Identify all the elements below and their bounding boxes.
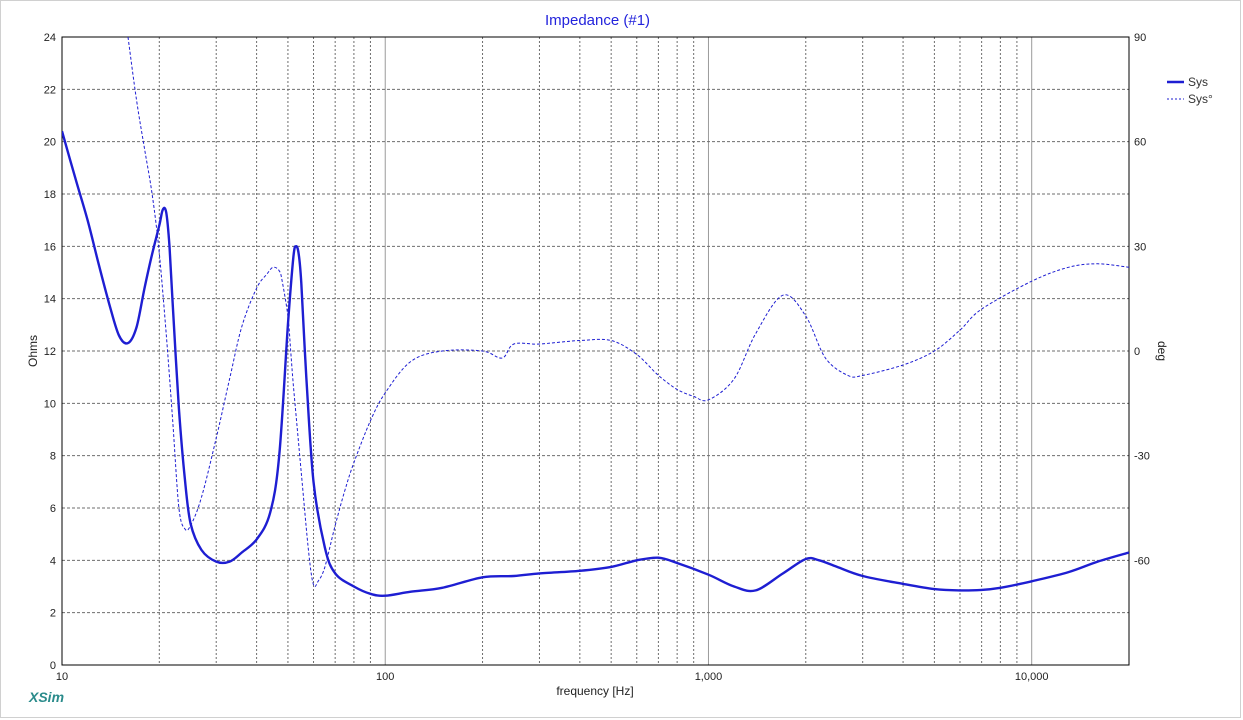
legend-swatch-solid	[1167, 80, 1184, 83]
y-tick-label: 18	[44, 189, 56, 201]
legend-item-sys: Sys	[1167, 73, 1213, 90]
y2-axis-label: deg	[1155, 341, 1169, 361]
legend-swatch-dashed	[1167, 98, 1184, 99]
y2-tick-label: 60	[1134, 137, 1146, 149]
xsim-logo: XSim	[29, 689, 65, 705]
chart-title: Impedance (#1)	[544, 12, 651, 29]
legend: Sys Sys°	[1167, 73, 1213, 107]
x-tick-label: 100	[376, 671, 394, 683]
y-tick-label: 0	[50, 660, 56, 672]
grid	[62, 37, 1129, 665]
plot-area-border	[61, 36, 1130, 666]
series-line-phase	[127, 37, 1129, 588]
x-tick-label: 10	[56, 671, 68, 683]
y-axis-label: Ohms	[26, 335, 40, 367]
series-line-impedance	[62, 130, 1129, 597]
y-tick-label: 6	[50, 503, 56, 515]
y-tick-label: 8	[50, 451, 56, 463]
y-tick-label: 12	[44, 346, 56, 358]
y-tick-label: 2	[50, 608, 56, 620]
legend-item-sys-phase: Sys°	[1167, 90, 1213, 107]
y-tick-label: 24	[44, 32, 56, 44]
x-tick-label: 1,000	[695, 671, 723, 683]
x-tick-label: 10,000	[1015, 671, 1049, 683]
series-lines	[62, 37, 1129, 597]
y2-tick-label: 30	[1134, 241, 1146, 253]
y-tick-label: 4	[50, 555, 56, 567]
y-tick-label: 10	[44, 398, 56, 410]
y-tick-label: 14	[44, 294, 56, 306]
x-axis-label: frequency [Hz]	[556, 684, 633, 698]
y2-tick-label: -30	[1134, 451, 1150, 463]
y-tick-label: 22	[44, 84, 56, 96]
y-tick-label: 20	[44, 137, 56, 149]
y2-tick-label: 90	[1134, 32, 1146, 44]
y2-tick-label: -60	[1134, 555, 1150, 567]
y2-tick-label: 0	[1134, 346, 1140, 358]
y-tick-label: 16	[44, 241, 56, 253]
legend-label-sys: Sys	[1188, 74, 1209, 89]
legend-label-sys-phase: Sys°	[1188, 91, 1213, 106]
